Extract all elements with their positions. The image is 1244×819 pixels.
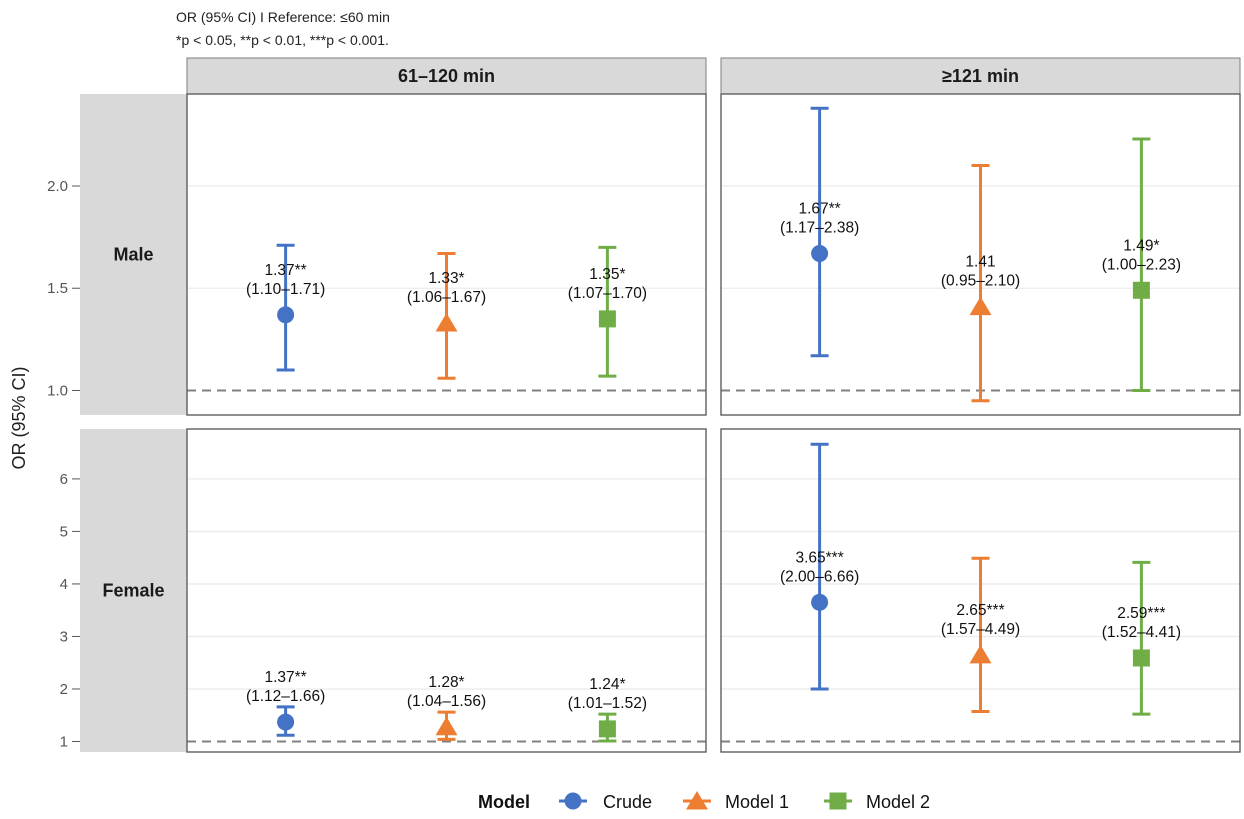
note-significance: *p < 0.05, **p < 0.01, ***p < 0.001. [176,32,389,48]
point-model-1-male-ge121-min-label-ci: (0.95–2.10) [941,273,1020,290]
panel-male-61-120-min-border [186,93,707,416]
y-tick-label: 6 [60,471,68,488]
point-model-2-female-ge121-min-marker [1132,649,1150,667]
legend-label-crude: Crude [603,792,652,812]
point-crude-female-ge121-min-marker [811,593,829,611]
panel-female-ge121-min-border [720,428,1241,753]
point-crude-female-61-120-min-label-ci: (1.12–1.66) [246,688,325,705]
point-model-1-female-ge121-min-label-or: 2.65*** [956,602,1004,619]
point-model-1-male-61-120-min-label-or: 1.33* [428,270,464,287]
point-model-2-male-61-120-min-label-or: 1.35* [589,266,625,283]
legend-key-crude [564,792,582,810]
y-tick-label: 2 [60,681,68,698]
point-crude-male-61-120-min-label-or: 1.37** [264,262,306,279]
point-model-2-male-61-120-min-marker [598,310,616,328]
y-tick-label: 1 [60,733,68,750]
row-strip-female [80,429,187,752]
point-model-2-female-61-120-min-label-or: 1.24* [589,676,625,693]
legend-label-model-2: Model 2 [866,792,930,812]
row-strip-male [80,94,187,415]
legend-key-model-1 [686,791,708,810]
y-tick-label: 3 [60,628,68,645]
point-model-1-male-61-120-min-marker [435,312,458,332]
point-crude-male-61-120-min-label-ci: (1.10–1.71) [246,281,325,298]
point-model-2-female-61-120-min-marker [598,720,616,738]
point-model-1-male-ge121-min-marker [969,296,992,316]
y-axis-title: OR (95% CI) [9,366,29,469]
point-model-2-male-ge121-min-label-or: 1.49* [1123,237,1159,254]
point-crude-female-61-120-min-label-or: 1.37** [264,669,306,686]
point-model-2-male-ge121-min-label-ci: (1.00–2.23) [1102,256,1181,273]
row-label-female: Female [102,581,164,601]
legend-title: Model [478,792,530,812]
point-crude-male-ge121-min-label-ci: (1.17–2.38) [780,219,859,236]
point-model-2-male-61-120-min-label-ci: (1.07–1.70) [568,285,647,302]
panel-female-61-120-min-border [186,428,707,753]
point-crude-male-ge121-min-marker [811,244,829,262]
column-strip-61-120-min [186,57,707,95]
point-crude-female-ge121-min-label-or: 3.65*** [795,549,843,566]
legend: Model Crude Model 1 Model 2 [478,791,930,812]
panel-female-61-120-min [187,429,706,752]
column-label-61-120-min: 61–120 min [398,66,495,86]
point-model-1-female-ge121-min-label-ci: (1.57–4.49) [941,621,1020,638]
point-crude-female-ge121-min-label-ci: (2.00–6.66) [780,568,859,585]
column-label-ge121-min: ≥121 min [942,66,1019,86]
note-reference: OR (95% CI) I Reference: ≤60 min [176,9,390,25]
point-crude-female-61-120-min-marker [277,713,295,731]
plot-area: 61–120 min ≥121 min Male 1.0 1.5 2.0 Female 1 2 3… [47,57,1241,753]
point-model-2-female-ge121-min-label-ci: (1.52–4.41) [1102,624,1181,641]
y-tick-label: 1.5 [47,280,68,297]
point-crude-male-ge121-min-label-or: 1.67** [798,200,840,217]
y-tick-label: 1.0 [47,382,68,399]
point-model-2-female-ge121-min-label-or: 2.59*** [1117,605,1165,622]
y-tick-label: 2.0 [47,178,68,195]
legend-label-model-1: Model 1 [725,792,789,812]
y-tick-label: 5 [60,523,68,540]
row-label-male: Male [113,245,153,265]
point-model-1-female-ge121-min-marker [969,644,992,664]
column-strip-ge121-min [720,57,1241,95]
point-model-1-male-ge121-min-label-or: 1.41 [965,254,995,271]
point-model-1-female-61-120-min-label-ci: (1.04–1.56) [407,693,486,710]
point-model-2-female-61-120-min-label-ci: (1.01–1.52) [568,695,647,712]
panel-male-ge121-min-border [720,93,1241,416]
legend-key-model-2 [829,792,847,810]
point-model-2-male-ge121-min-marker [1132,281,1150,299]
point-model-1-male-61-120-min-label-ci: (1.06–1.67) [407,289,486,306]
y-tick-label: 4 [60,576,68,593]
point-crude-male-61-120-min-marker [277,306,295,324]
point-model-1-female-61-120-min-marker [435,716,458,736]
point-model-1-female-61-120-min-label-or: 1.28* [428,674,464,691]
